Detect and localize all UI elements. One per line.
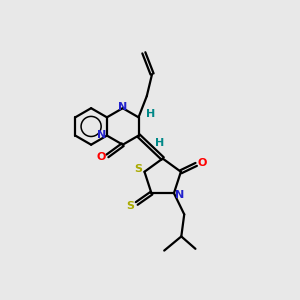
Text: H: H — [146, 110, 155, 119]
Text: S: S — [126, 201, 134, 212]
Text: N: N — [118, 102, 128, 112]
Text: N: N — [175, 190, 184, 200]
Text: O: O — [96, 152, 106, 162]
Text: N: N — [97, 130, 106, 140]
Text: H: H — [155, 138, 164, 148]
Text: S: S — [134, 164, 142, 174]
Text: O: O — [198, 158, 207, 168]
